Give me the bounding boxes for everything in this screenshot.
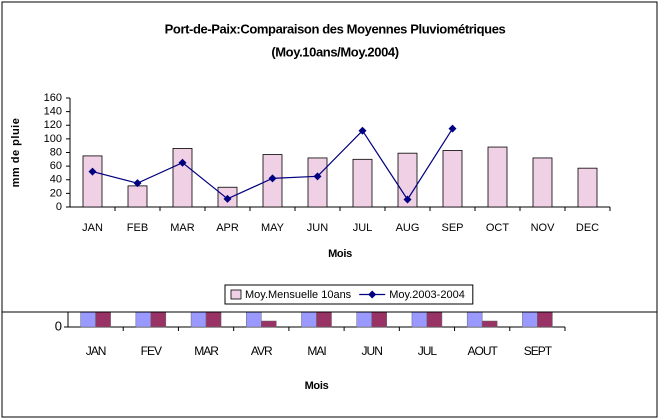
x-tick-label: MAY [261, 222, 285, 234]
x-tick-label: AUG [396, 222, 420, 234]
x-tick-label: JUL [353, 222, 373, 234]
y-tick-label: 0 [56, 201, 62, 213]
bar [442, 150, 463, 208]
bar [261, 320, 277, 328]
bar [397, 152, 418, 208]
bar [127, 185, 148, 208]
x-tick-label: JAN [86, 344, 106, 358]
y-axis-label: mm de pluie [10, 118, 22, 188]
bar [487, 146, 508, 208]
x-tick-label: FEV [141, 344, 162, 358]
line-marker [358, 126, 367, 135]
x-tick-label: MAI [307, 344, 326, 358]
x-tick-label: AOUT [467, 344, 498, 358]
bar [532, 157, 553, 208]
y-tick-label: 100 [44, 133, 62, 145]
y-tick-label: 60 [50, 160, 62, 172]
bar [577, 167, 598, 208]
x-tick-label: NOV [531, 222, 556, 234]
x-tick-label: JUN [307, 222, 328, 234]
bar [481, 320, 498, 328]
bar [82, 155, 103, 208]
chart-frame [1, 1, 658, 313]
legend-swatch [368, 290, 377, 299]
y-tick-label: 20 [50, 187, 62, 199]
y-tick-label: 0 [55, 318, 62, 333]
legend-label: Moy.Mensuelle 10ans [245, 289, 352, 301]
y-tick-label: 120 [44, 119, 62, 131]
line-marker [223, 194, 232, 203]
line-marker [403, 195, 412, 204]
line-marker [88, 167, 97, 176]
x-tick-label: JUL [418, 344, 438, 358]
bar [307, 157, 328, 208]
x-tick-label: JAN [82, 222, 103, 234]
chart-front: Port-de-Paix:Comparaison des Moyennes Pl… [1, 1, 658, 313]
line-marker [178, 158, 187, 167]
x-axis-label: Mois [305, 380, 329, 392]
x-tick-label: SEPT [524, 344, 553, 358]
x-tick-label: FEB [127, 222, 148, 234]
legend: Moy.Mensuelle 10ans Moy.2003-2004 [224, 284, 474, 305]
y-tick-label: 80 [50, 146, 62, 158]
legend-box [224, 284, 474, 305]
y-tick-label: 40 [50, 174, 62, 186]
line-marker [133, 179, 142, 188]
legend-label: Moy.2003-2004 [389, 289, 465, 301]
x-tick-label: OCT [486, 222, 510, 234]
x-axis-label: Mois [328, 248, 352, 260]
chart-subtitle: (Moy.10ans/Moy.2004) [271, 44, 398, 59]
x-tick-label: MAR [170, 222, 195, 234]
y-tick-label: 140 [44, 106, 62, 118]
x-tick-label: JUN [362, 344, 383, 358]
x-tick-label: MAR [194, 344, 219, 358]
legend-swatch [230, 289, 242, 300]
chart-title: Port-de-Paix:Comparaison des Moyennes Pl… [165, 21, 506, 36]
x-tick-label: DEC [576, 222, 599, 234]
line-marker [268, 174, 277, 183]
x-tick-label: APR [216, 222, 239, 234]
line-marker [448, 124, 457, 133]
bar [172, 148, 193, 208]
line-marker [313, 172, 322, 181]
x-tick-label: SEP [441, 222, 463, 234]
y-tick-label: 160 [44, 92, 62, 104]
x-tick-label: AVR [251, 344, 273, 358]
bar [352, 158, 373, 208]
